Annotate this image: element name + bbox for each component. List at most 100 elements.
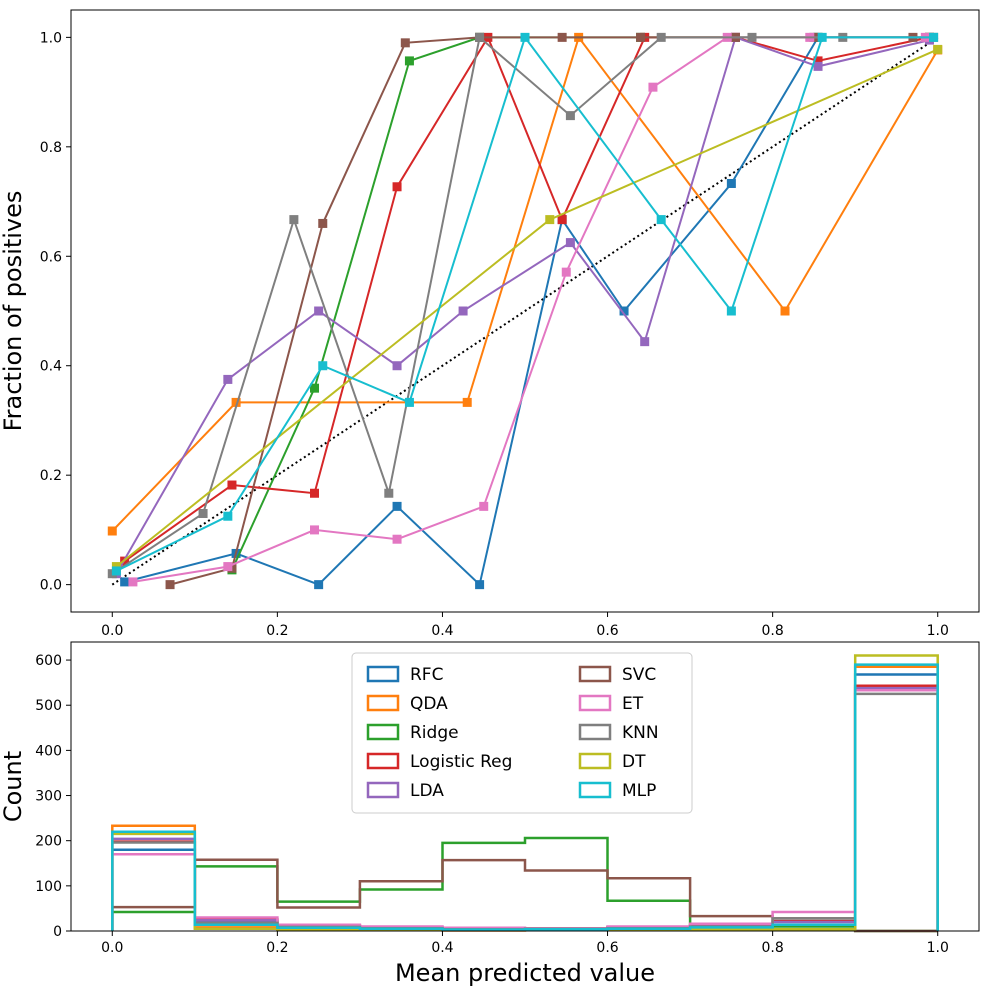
series-mlp <box>111 32 939 576</box>
data-point-qda <box>231 397 241 407</box>
prediction-histogram-chart: 0.0 0.2 0.4 0.6 0.8 1.0 0 100 200 300 400 500 600 Mea… <box>0 641 980 987</box>
y-axis-label: Count <box>0 751 27 822</box>
y-axis-label: Fraction of positives <box>0 191 27 432</box>
x-tick-label: 0.2 <box>266 940 288 956</box>
series-lda <box>111 32 934 579</box>
data-point-mlp <box>656 215 666 225</box>
data-point-lda <box>565 238 575 248</box>
series-qda <box>107 32 943 536</box>
legend-item-svc: SVC <box>578 665 656 685</box>
legend-swatch <box>366 723 400 741</box>
legend: RFC QDA Ridge Logistic Reg LDA SVC ET KNN DT MLP <box>351 652 693 814</box>
x-axis-label: Mean predicted value <box>395 959 655 987</box>
data-point-rfc <box>475 580 485 590</box>
hist-step-mlp <box>111 663 939 931</box>
legend-swatch <box>366 752 400 770</box>
data-point-et <box>392 534 402 544</box>
series-line-lda <box>115 36 930 575</box>
x-tick-label: 1.0 <box>927 623 949 639</box>
data-point-qda <box>107 526 117 536</box>
series-logistic-reg <box>120 32 934 566</box>
data-point-knn <box>656 32 666 42</box>
legend-item-logistic-reg: Logistic Reg <box>366 752 512 772</box>
legend-label: RFC <box>410 665 443 685</box>
data-point-knn <box>198 508 208 518</box>
series-line-et <box>132 36 926 583</box>
x-tick-label: 0.4 <box>431 623 453 639</box>
data-point-dt <box>933 44 943 54</box>
data-point-knn <box>384 488 394 498</box>
data-point-et <box>561 267 571 277</box>
series-line-knn <box>111 35 934 575</box>
legend-swatch <box>366 665 400 683</box>
plot-frame <box>70 9 980 613</box>
series-line-dt <box>115 48 939 568</box>
data-point-svc <box>318 218 328 228</box>
data-point-mlp <box>404 397 414 407</box>
legend-label: QDA <box>410 694 448 714</box>
data-point-ridge <box>404 56 414 66</box>
calibration-curve-chart: 0.0 0.2 0.4 0.6 0.8 1.0 0.0 0.2 0.4 0.6 0.8 1.0 Frac… <box>0 9 980 639</box>
data-point-rfc <box>726 178 736 188</box>
data-point-mlp <box>223 511 233 521</box>
data-point-svc <box>165 580 175 590</box>
data-point-ridge <box>310 383 320 393</box>
y-tick-label: 200 <box>35 834 62 850</box>
legend-swatch <box>366 781 400 799</box>
x-tick-label: 0.6 <box>596 940 618 956</box>
perfect-calibration-line <box>111 36 939 586</box>
legend-swatch <box>578 781 612 799</box>
data-point-knn <box>747 32 757 42</box>
data-point-mlp <box>726 306 736 316</box>
x-tick-label: 0.8 <box>762 623 784 639</box>
data-point-lda <box>314 306 324 316</box>
legend-swatch <box>366 694 400 712</box>
data-point-dt <box>545 215 555 225</box>
data-point-rfc <box>120 577 130 587</box>
legend-item-ridge: Ridge <box>366 723 459 743</box>
data-point-lda <box>813 61 823 71</box>
data-point-mlp <box>111 566 121 576</box>
data-point-mlp <box>817 32 827 42</box>
data-point-rfc <box>619 306 629 316</box>
legend-label: DT <box>622 752 646 772</box>
y-tick-label: 1.0 <box>40 30 62 46</box>
y-tick-label: 0.8 <box>40 140 62 156</box>
x-tick-label: 0.0 <box>101 940 123 956</box>
legend-label: Logistic Reg <box>410 752 512 772</box>
legend-item-lda: LDA <box>366 781 444 801</box>
data-point-lda <box>640 337 650 347</box>
legend-swatch <box>578 752 612 770</box>
data-point-et <box>128 577 138 587</box>
series-line-mlp <box>115 35 934 572</box>
series-ridge <box>227 32 934 575</box>
y-tick-label: 600 <box>35 653 62 669</box>
data-point-mlp <box>520 32 530 42</box>
y-tick-label: 0.6 <box>40 249 62 265</box>
x-tick-label: 0.0 <box>101 623 123 639</box>
legend-label: SVC <box>622 665 656 685</box>
legend-label: KNN <box>622 723 659 743</box>
legend-label: Ridge <box>410 723 459 743</box>
data-point-et <box>479 501 489 511</box>
data-point-logistic-reg <box>392 182 402 192</box>
legend-label: ET <box>622 694 644 714</box>
data-point-svc <box>400 38 410 48</box>
data-point-qda <box>780 306 790 316</box>
series-line-qda <box>111 35 939 532</box>
data-point-logistic-reg <box>310 488 320 498</box>
data-point-et <box>223 562 233 572</box>
x-tick-label: 0.8 <box>762 940 784 956</box>
legend-box <box>351 652 693 814</box>
plot-frame <box>70 641 980 932</box>
series-line-ridge <box>231 36 930 571</box>
data-point-logistic-reg <box>813 56 823 66</box>
y-tick-label: 0 <box>53 924 62 940</box>
y-tick-label: 0.2 <box>40 468 62 484</box>
data-point-lda <box>458 306 468 316</box>
data-point-logistic-reg <box>227 480 237 490</box>
legend-item-dt: DT <box>578 752 646 772</box>
legend-item-rfc: RFC <box>366 665 443 685</box>
y-tick-label: 500 <box>35 698 62 714</box>
data-point-mlp <box>318 361 328 371</box>
